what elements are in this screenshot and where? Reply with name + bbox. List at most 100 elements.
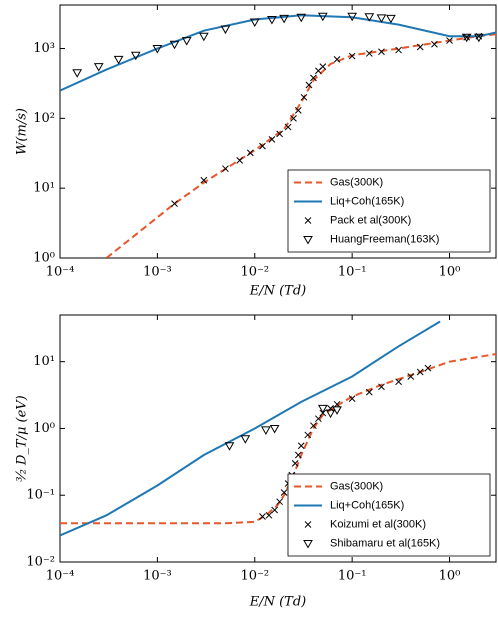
y-tick-label: 10³ xyxy=(33,41,55,56)
legend-label: Gas(300K) xyxy=(330,480,383,492)
triangle-marker xyxy=(317,404,328,414)
y-tick-label: 10⁻² xyxy=(26,555,55,570)
legend: Gas(300K) Liq+Coh(165K) Koizumi et al(300K… xyxy=(287,473,491,557)
x-axis-label: E/N (Td) xyxy=(249,595,307,610)
triangle-marker xyxy=(249,18,260,27)
legend-label: Gas(300K) xyxy=(330,176,383,188)
legend-label: Koizumi et al(300K) xyxy=(330,518,426,530)
x-marker xyxy=(431,40,438,48)
legend-label: Shibamaru et al(165K) xyxy=(330,537,440,549)
legend-swatch xyxy=(304,217,312,224)
x-marker xyxy=(395,378,402,386)
y-tick-label: 10⁰ xyxy=(33,421,55,436)
x-marker xyxy=(446,37,453,44)
triangle-marker xyxy=(220,25,231,35)
y-tick-label: 10⁻¹ xyxy=(26,488,55,503)
x-marker xyxy=(268,136,276,143)
series-line xyxy=(60,320,441,537)
x-marker xyxy=(304,431,312,439)
x-marker xyxy=(333,400,341,408)
y-axis-label: W(m/s) xyxy=(15,108,30,155)
triangle-marker xyxy=(198,32,209,42)
legend-swatch xyxy=(304,521,312,528)
triangle-marker xyxy=(113,55,124,65)
x-marker xyxy=(365,388,373,396)
x-marker xyxy=(294,107,302,114)
x-marker xyxy=(294,451,302,459)
triangle-marker xyxy=(240,435,251,444)
x-marker xyxy=(236,157,244,164)
x-tick-label: 10⁻² xyxy=(240,569,269,584)
triangle-marker xyxy=(261,426,271,435)
x-marker xyxy=(348,52,356,60)
x-marker xyxy=(378,383,385,391)
x-marker xyxy=(416,368,424,376)
triangle-marker xyxy=(130,51,141,61)
x-marker xyxy=(276,498,283,506)
triangle-marker xyxy=(181,37,192,46)
triangle-marker xyxy=(364,13,375,22)
x-marker xyxy=(222,165,229,173)
y-tick-label: 10⁰ xyxy=(33,251,55,266)
x-marker xyxy=(319,63,327,71)
x-tick-label: 10⁻⁴ xyxy=(46,569,75,584)
y-axis-label: ³⁄₂ D_T/μ (eV) xyxy=(15,395,30,482)
x-tick-label: 10⁻² xyxy=(240,265,269,280)
x-marker xyxy=(291,460,299,467)
y-tick-label: 10² xyxy=(33,111,55,126)
x-marker xyxy=(284,123,292,131)
plot-frame xyxy=(59,4,497,259)
triangle-marker xyxy=(461,33,472,43)
x-tick-label: 10⁻³ xyxy=(143,265,172,280)
x-marker xyxy=(333,55,341,63)
triangle-marker xyxy=(169,40,180,50)
x-marker xyxy=(348,395,356,402)
legend-label: Liq+Coh(165K) xyxy=(330,499,404,511)
triangle-marker xyxy=(279,14,289,24)
x-marker xyxy=(265,511,273,519)
legend-swatch xyxy=(303,236,313,245)
x-tick-label: 10⁰ xyxy=(439,265,461,280)
triangle-marker xyxy=(296,13,307,23)
x-marker xyxy=(200,176,208,184)
x-marker xyxy=(463,33,471,41)
legend-label: Liq+Coh(165K) xyxy=(330,195,404,207)
triangle-marker xyxy=(267,16,277,25)
triangle-marker xyxy=(386,14,396,24)
x-tick-label: 10⁻¹ xyxy=(338,569,367,584)
triangle-marker xyxy=(317,12,328,22)
legend-swatch xyxy=(303,540,313,549)
y-tick-label: 10¹ xyxy=(33,181,55,196)
panel: 10⁻⁴ 10⁻³ 10⁻² 10⁻¹ 10⁰ 10⁻² 10⁻¹ 10⁰ 10¹ E/N (Td… xyxy=(15,314,497,610)
x-marker xyxy=(297,442,305,450)
x-marker xyxy=(271,506,278,514)
series-line xyxy=(60,353,496,525)
legend: Gas(300K) Liq+Coh(165K) Pack et al(300K) Hu… xyxy=(287,169,491,253)
x-marker xyxy=(290,114,297,122)
triangle-marker xyxy=(72,69,83,78)
triangle-marker xyxy=(224,442,235,451)
triangle-marker xyxy=(93,63,104,72)
legend-box xyxy=(287,169,491,253)
y-tick-label: 10¹ xyxy=(33,354,55,369)
x-marker xyxy=(246,149,254,157)
x-marker xyxy=(416,43,424,51)
triangle-marker xyxy=(347,12,358,22)
x-marker xyxy=(276,130,283,138)
triangle-marker xyxy=(152,45,163,54)
x-tick-label: 10⁻¹ xyxy=(338,265,367,280)
x-marker xyxy=(280,489,288,496)
x-marker xyxy=(259,142,266,150)
plot-area xyxy=(60,12,496,258)
x-marker xyxy=(378,48,385,56)
x-tick-label: 10⁻⁴ xyxy=(46,265,75,280)
legend-label: Pack et al(300K) xyxy=(330,214,411,226)
x-marker xyxy=(395,46,402,54)
x-marker xyxy=(407,373,415,380)
triangle-marker xyxy=(473,33,484,43)
x-marker xyxy=(305,81,313,89)
plot-frame xyxy=(59,314,497,563)
triangle-marker xyxy=(325,409,336,419)
triangle-marker xyxy=(269,424,280,434)
